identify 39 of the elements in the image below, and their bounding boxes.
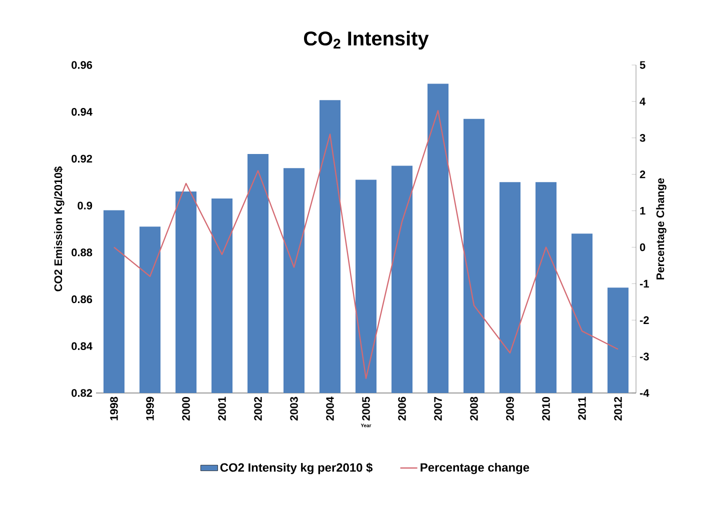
x-tick-label: 1999 bbox=[146, 396, 154, 420]
x-tick-label: 2010 bbox=[542, 396, 550, 421]
x-tick-label: 1998 bbox=[110, 396, 118, 420]
x-tick-label: 2006 bbox=[398, 396, 406, 421]
x-tick-label: 2001 bbox=[218, 396, 226, 421]
y2-tick-label: -3 bbox=[640, 352, 649, 360]
x-tick-label: 2004 bbox=[326, 396, 334, 421]
y-tick-label: 0.84 bbox=[72, 342, 92, 350]
y-tick-label: 0.94 bbox=[72, 108, 92, 116]
x-tick-label: 2002 bbox=[254, 396, 262, 421]
y-axis-title: CO2 Emission Kg/2010$ bbox=[54, 166, 64, 292]
x-tick-label: 2011 bbox=[578, 396, 586, 420]
y2-tick-label: 4 bbox=[640, 98, 646, 106]
y-tick-label: 0.96 bbox=[72, 61, 92, 69]
x-tick-label: 2008 bbox=[470, 396, 478, 421]
y2-tick-label: -1 bbox=[640, 280, 649, 288]
chart-title: CO$_{2}$ Intensity bbox=[304, 30, 429, 50]
legend-label: CO2 Intensity kg per2010 $ bbox=[220, 462, 373, 474]
legend-label: Percentage change bbox=[420, 462, 530, 474]
x-tick-label: 2003 bbox=[290, 396, 298, 421]
x-tick-label: 2005 bbox=[362, 396, 370, 421]
y2-tick-label: 5 bbox=[640, 61, 646, 69]
x-tick-label: 2009 bbox=[506, 396, 514, 421]
y-tick-label: 0.82 bbox=[72, 389, 92, 397]
y2-tick-label: 1 bbox=[640, 207, 646, 215]
y2-tick-label: -2 bbox=[640, 316, 649, 324]
x-tick-label: 2000 bbox=[182, 396, 190, 421]
y2-tick-label: 3 bbox=[640, 134, 646, 142]
x-tick-label: 2012 bbox=[614, 396, 622, 421]
y-tick-label: 0.9 bbox=[78, 202, 92, 210]
y2-tick-label: -4 bbox=[640, 389, 650, 397]
y-tick-label: 0.88 bbox=[72, 248, 92, 256]
y2-tick-label: 0 bbox=[640, 243, 646, 252]
x-tick-label: 2007 bbox=[434, 397, 442, 421]
y2-axis-title: Percentage Change bbox=[656, 178, 666, 280]
y-tick-label: 0.86 bbox=[72, 295, 92, 304]
y-tick-label: 0.92 bbox=[72, 154, 92, 163]
y2-tick-label: 2 bbox=[640, 170, 646, 178]
line-series bbox=[113, 110, 619, 380]
